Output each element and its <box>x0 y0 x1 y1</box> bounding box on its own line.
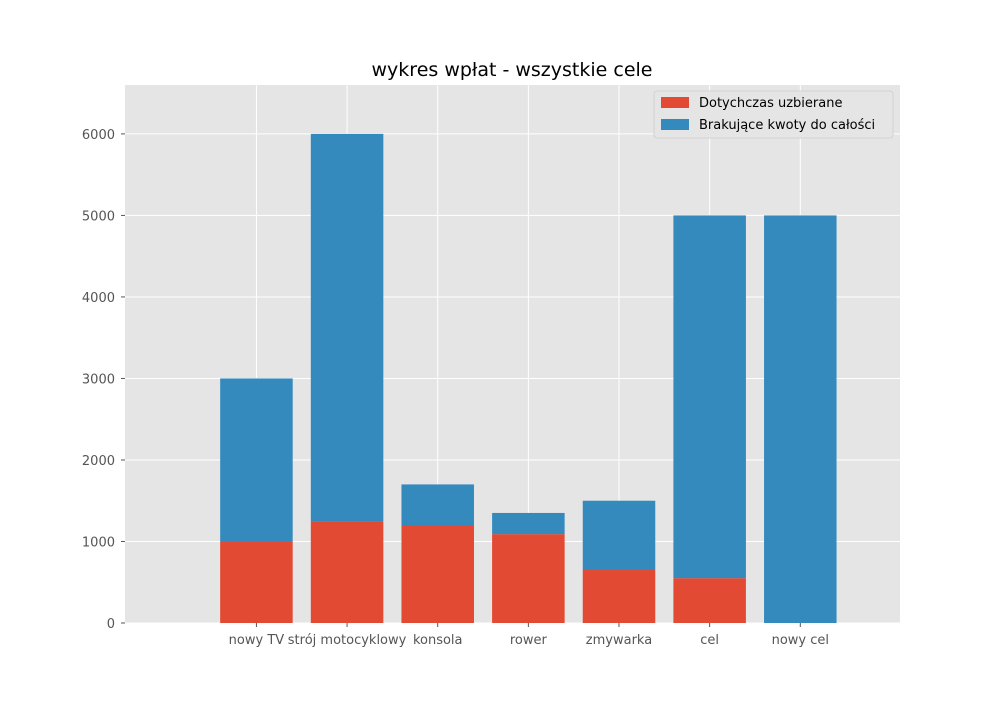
y-tick-label: 1000 <box>82 535 115 550</box>
legend: Dotychczas uzbierane Brakujące kwoty do c… <box>653 90 894 139</box>
x-tick-label: nowy TV <box>229 633 285 648</box>
chart-title: wykres wpłat - wszystkie cele <box>372 59 653 81</box>
x-tick-label: strój motocyklowy <box>288 633 407 648</box>
x-tick-label: cel <box>700 633 719 648</box>
x-tick-label: zmywarka <box>586 633 652 648</box>
x-tick-label: konsola <box>413 633 463 648</box>
x-tick-label: rower <box>510 633 548 648</box>
legend-swatch <box>661 97 689 108</box>
bar-missing <box>582 500 656 571</box>
bar-collected <box>401 525 474 623</box>
bar-missing <box>673 215 746 579</box>
bar-missing <box>310 133 384 522</box>
bar-missing <box>220 378 293 542</box>
legend-label: Brakujące kwoty do całości <box>699 118 875 133</box>
y-tick-label: 0 <box>107 617 115 632</box>
y-tick-label: 2000 <box>82 454 115 469</box>
x-tick-label: nowy cel <box>772 633 829 648</box>
legend-label: Dotychczas uzbierane <box>699 96 842 111</box>
bar-collected <box>310 521 384 623</box>
legend-swatch <box>661 119 689 130</box>
bar-missing <box>492 512 565 535</box>
bar-collected <box>673 578 746 623</box>
bar-missing <box>764 215 837 623</box>
y-tick-label: 4000 <box>82 291 115 306</box>
axes-group: 0 1000 2000 3000 4000 5000 6000 nowy TV strój mo… <box>82 128 829 648</box>
bars-group <box>220 133 837 623</box>
bar-collected <box>582 570 656 623</box>
legend-box <box>653 90 894 139</box>
bar-collected <box>220 541 293 623</box>
bar-missing <box>401 484 474 526</box>
y-tick-label: 3000 <box>82 372 115 387</box>
bar-collected <box>492 534 565 623</box>
y-tick-label: 6000 <box>82 128 115 143</box>
y-tick-label: 5000 <box>82 209 115 224</box>
